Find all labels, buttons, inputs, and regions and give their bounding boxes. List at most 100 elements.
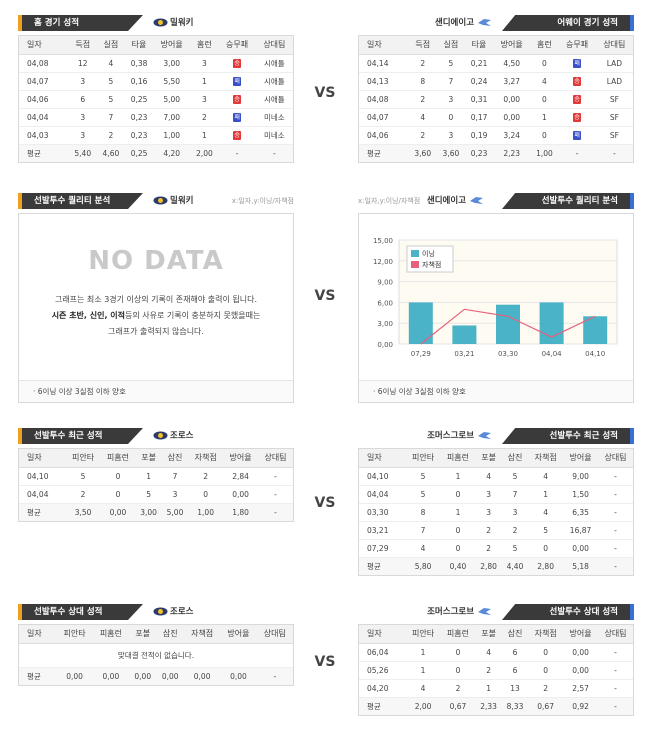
legend-swatch-innings: [411, 250, 419, 257]
bar-innings: [452, 325, 477, 344]
table-cell: 승: [218, 54, 256, 73]
table-cell: 0,00: [563, 539, 598, 558]
column-header: 득점: [408, 36, 437, 55]
table-cell: 6: [501, 661, 529, 680]
table-cell: 5: [405, 485, 441, 504]
table-cell: 1,00: [153, 126, 191, 145]
y-tick-label: 15,00: [373, 237, 393, 245]
average-cell: -: [598, 557, 633, 575]
column-header: 자책점: [188, 449, 224, 468]
x-tick-label: 03,21: [454, 350, 474, 358]
column-header: 일자: [19, 36, 69, 55]
average-cell: 8,33: [501, 697, 529, 715]
table-cell: 0,00: [493, 90, 531, 109]
table-header-row: 일자 피안타 피홈런 포볼 삼진 자책점 방어율 상대팀: [19, 449, 293, 468]
table-cell: 6,35: [563, 503, 598, 522]
table-row: 04,13 8 7 0,24 3,27 4 승 LAD: [359, 72, 633, 91]
table-cell: 0,00: [223, 485, 258, 504]
average-cell: 5,80: [405, 557, 441, 575]
table-cell: 13: [501, 679, 529, 698]
stats-table-box: 일자 피안타 피홈런 포볼 삼진 자책점 방어율 상대팀 04,10 5 1 4 5 4 9,00-04,0…: [358, 448, 634, 576]
table-cell: 0: [100, 485, 136, 504]
table-header-row: 일자 피안타 피홈런 포볼 삼진 자책점 방어율 상대팀: [359, 449, 633, 468]
table-cell: 2: [96, 126, 125, 145]
table-cell: 7: [96, 108, 125, 127]
average-cell: 2,33: [475, 697, 502, 715]
team-name: 조로스: [153, 429, 193, 443]
table-cell: 04,20: [359, 679, 406, 698]
column-header: 상대팀: [258, 449, 293, 468]
table-cell: 5: [96, 72, 125, 91]
column-header: 포볼: [135, 449, 162, 468]
panel-header: 홈 경기 성적 밀워키: [18, 15, 294, 31]
win-badge: 승: [233, 131, 242, 140]
table-cell: -: [598, 485, 633, 504]
team-logo-icon: [477, 18, 492, 27]
table-row: 04,06 2 3 0,19 3,24 0 패 SF: [359, 126, 633, 145]
average-cell: 2,00: [405, 697, 441, 715]
column-header: 득점: [68, 36, 97, 55]
home-record-panel: 홈 경기 성적 밀워키 일자 득점 실점 타율 방어율 홈런 승무패 상대팀 04,08 12 4 0…: [18, 15, 294, 163]
table-row: 04,08 12 4 0,38 3,00 3 승 시애틀: [19, 54, 293, 73]
y-tick-label: 6,00: [377, 299, 393, 307]
table-cell: 5: [528, 521, 564, 540]
table-cell: 패: [558, 126, 596, 145]
panel-title: 홈 경기 성적: [18, 15, 143, 31]
table-cell: 4: [475, 467, 502, 486]
table-row: 04,10 5 0 1 7 2 2,84-: [19, 467, 293, 486]
table-cell: 1,50: [563, 485, 598, 504]
table-cell: 04,08: [359, 90, 409, 109]
team-name: 밀워키: [153, 16, 193, 30]
average-cell: 2,80: [528, 557, 564, 575]
quality-note: · 6이닝 이상 3실점 이하 양호: [19, 380, 293, 402]
vs-pitcher-left: 선발투수 상대 성적 조로스 일자 피안타 피홈런 포볼 삼진 자책점 방어율 상대팀 맞대결 …: [18, 604, 294, 686]
average-row: 평균 3,50 0,00 3,00 5,00 1,00 1,80-: [19, 503, 293, 521]
panel-header: x:일자,y:이닝/자책점 샌디에이고 선발투수 퀄리티 분석: [358, 193, 634, 209]
table-cell: SF: [595, 126, 633, 145]
stats-table: 일자 피안타 피홈런 포볼 삼진 자책점 방어율 상대팀 04,10 5 1 4 5 4 9,00-04,0…: [359, 449, 633, 575]
legend-label-earned-runs: 자책점: [422, 260, 441, 269]
column-header: 자책점: [183, 625, 221, 644]
table-cell: 0,24: [464, 72, 494, 91]
column-header: 방어율: [223, 449, 258, 468]
vs-label: VS: [314, 85, 336, 101]
panel-title: 선발투수 퀄리티 분석: [18, 193, 143, 209]
table-row: 04,03 3 2 0,23 1,00 1 승 미네소: [19, 126, 293, 145]
table-cell: 4,50: [493, 54, 531, 73]
table-cell: 2: [408, 90, 437, 109]
table-row: 04,07 3 5 0,16 5,50 1 패 시애틀: [19, 72, 293, 91]
table-cell: 12: [68, 54, 97, 73]
average-cell: -: [598, 697, 633, 715]
team-name: 샌디에이고: [435, 16, 494, 30]
table-cell: 04,10: [359, 467, 406, 486]
table-cell: 04,13: [359, 72, 409, 91]
column-header: 방어율: [563, 449, 598, 468]
average-cell: 1,00: [188, 503, 224, 521]
table-cell: 0,23: [124, 108, 154, 127]
column-header: 홈런: [530, 36, 559, 55]
win-badge: 승: [573, 113, 582, 122]
average-cell: 1,80: [223, 503, 258, 521]
table-cell: 0: [188, 485, 224, 504]
table-header-row: 일자 피안타 피홈런 포볼 삼진 자책점 방어율 상대팀: [359, 625, 633, 644]
column-header: 자책점: [528, 625, 564, 644]
column-header: 일자: [359, 36, 409, 55]
table-cell: 0: [440, 643, 476, 662]
table-cell: 1: [440, 467, 476, 486]
table-row: 04,08 2 3 0,31 0,00 0 승 SF: [359, 90, 633, 109]
table-cell: 0,31: [464, 90, 494, 109]
average-cell: 평균: [359, 144, 409, 162]
recent-pitcher-left: 선발투수 최근 성적 조로스 일자 피안타 피홈런 포볼 삼진 자책점 방어율 상대팀 04,1…: [18, 428, 294, 522]
table-cell: -: [258, 467, 293, 486]
win-badge: 승: [573, 77, 582, 86]
team-logo-icon: [477, 607, 492, 616]
column-header: 방어율: [153, 36, 191, 55]
table-cell: 04,04: [359, 485, 406, 504]
average-cell: 0,00: [129, 667, 157, 685]
table-cell: 0,00: [563, 643, 598, 662]
table-cell: 2: [408, 126, 437, 145]
table-cell: LAD: [595, 54, 633, 73]
table-cell: 07,29: [359, 539, 406, 558]
column-header: 자책점: [528, 449, 564, 468]
table-row: 06,04 1 0 4 6 0 0,00-: [359, 643, 633, 662]
